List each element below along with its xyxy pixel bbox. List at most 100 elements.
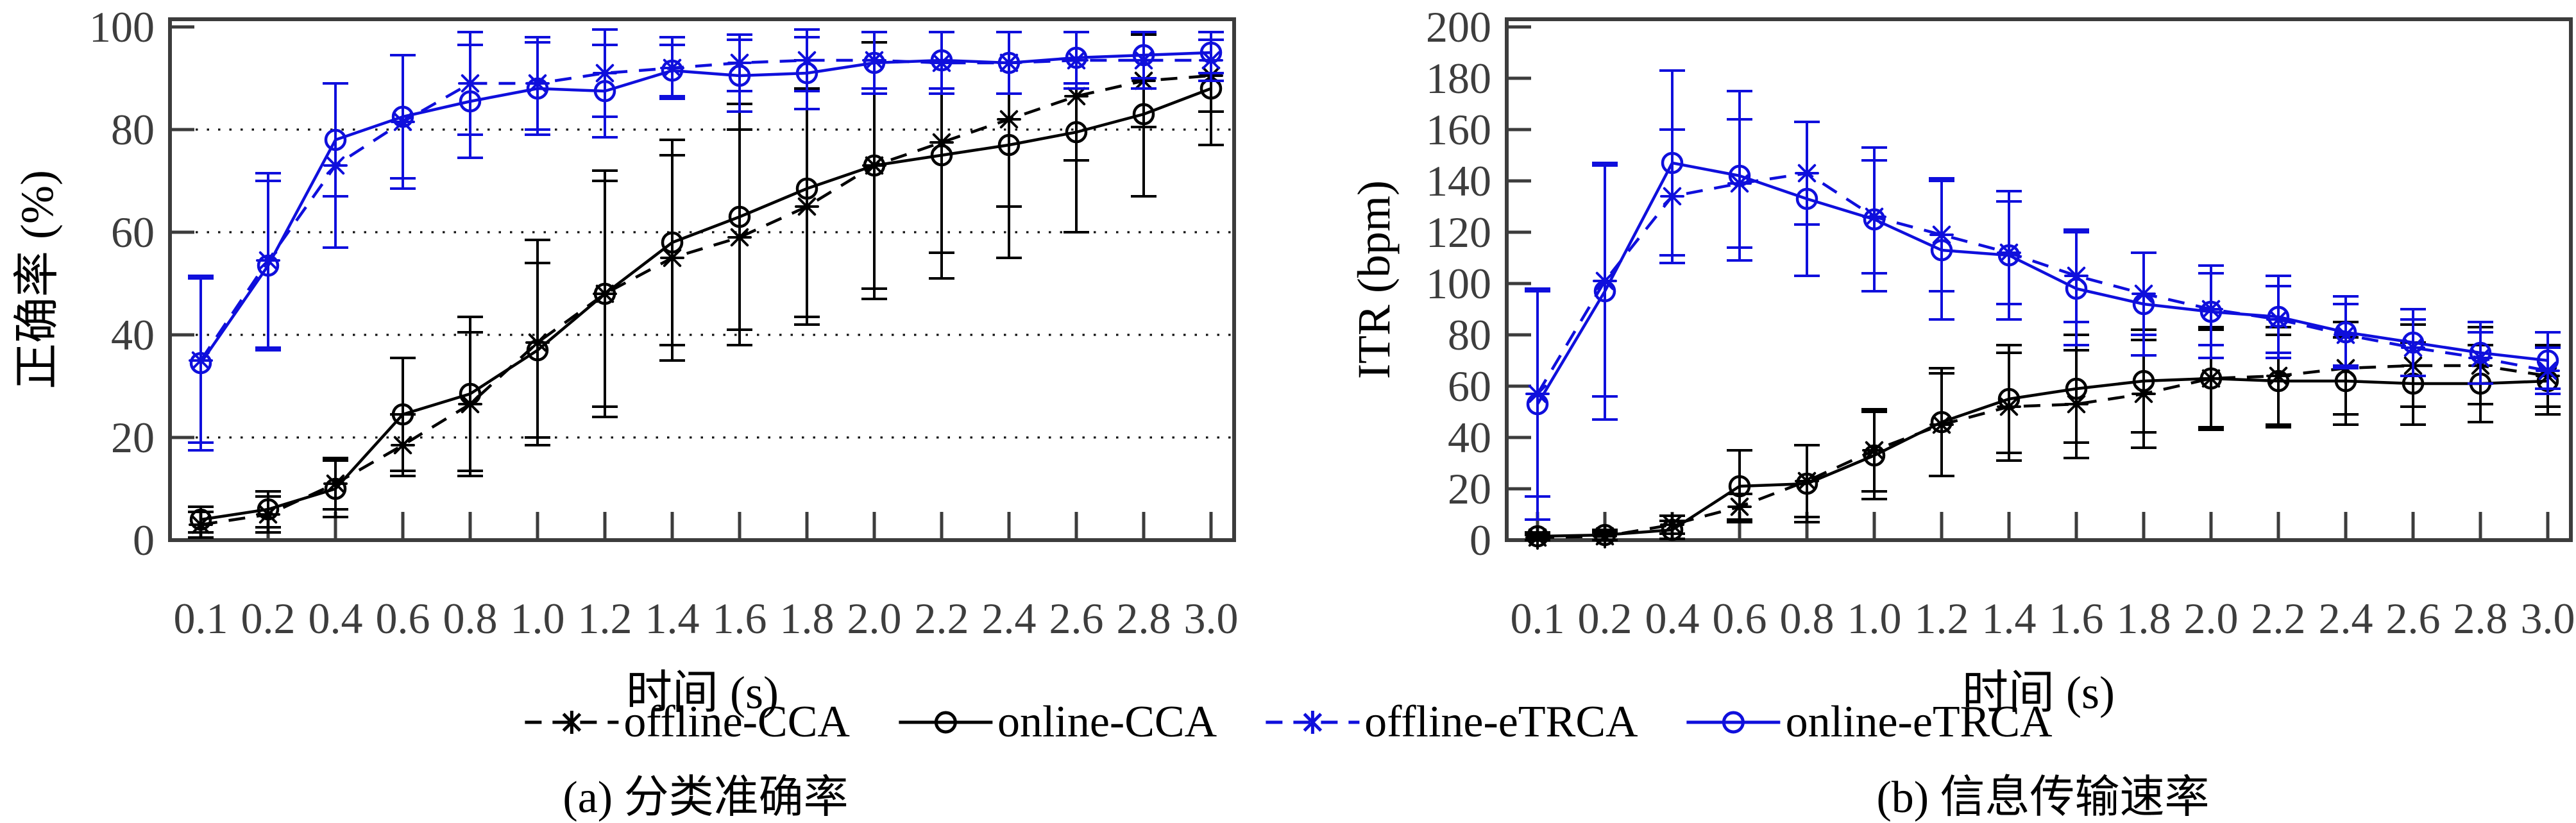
svg-text:1.4: 1.4: [645, 594, 700, 643]
svg-text:1.0: 1.0: [1847, 594, 1902, 643]
data-line: [1537, 364, 2548, 539]
caption-panel-a: (a) 分类准确率: [563, 773, 849, 822]
svg-text:20: 20: [1448, 464, 1491, 513]
svg-text:2.2: 2.2: [915, 594, 969, 643]
caption-panel-b: (b) 信息传输速率: [1876, 773, 2210, 822]
svg-text:2.0: 2.0: [847, 594, 902, 643]
svg-text:0.2: 0.2: [241, 594, 296, 643]
series-online-eTRCA: [1525, 69, 2561, 521]
svg-text:140: 140: [1426, 157, 1491, 205]
x-axis: 0.1 0.2 0.4 0.6 0.8 1.0 1.2 1.4 1.6 1.8 2.0 2.2 2.4 2…: [1511, 512, 2575, 643]
series-online-eTRCA: [188, 31, 1224, 452]
data-line: [199, 51, 1212, 364]
svg-text:0.1: 0.1: [1511, 594, 1565, 643]
error-bars: [1525, 69, 2561, 521]
svg-text:2.4: 2.4: [2319, 594, 2373, 643]
series-offline-eTRCA: [188, 28, 1224, 444]
svg-text:1.8: 1.8: [2117, 594, 2171, 643]
svg-text:1.6: 1.6: [713, 594, 767, 643]
legend: offline-CCA online-CCA offline-eTRCA o: [523, 697, 2053, 748]
svg-text:0: 0: [133, 516, 155, 564]
plot-frame: [1505, 17, 2573, 542]
svg-text:3.0: 3.0: [2521, 594, 2575, 643]
svg-text:60: 60: [111, 208, 155, 257]
svg-text:1.4: 1.4: [1982, 594, 2037, 643]
data-line: [1537, 377, 2548, 538]
svg-text:2.8: 2.8: [1117, 594, 1171, 643]
data-line: [1536, 161, 2548, 405]
error-bars: [188, 31, 1224, 452]
svg-text:1.8: 1.8: [780, 594, 835, 643]
legend-label: online-eTRCA: [1785, 697, 2053, 747]
circle-markers: [1526, 151, 2559, 416]
svg-text:100: 100: [1426, 259, 1491, 308]
svg-text:3.0: 3.0: [1184, 594, 1239, 643]
plot-frame: [168, 17, 1236, 542]
x-axis-title: 时间 (s): [626, 667, 779, 718]
svg-text:2.4: 2.4: [982, 594, 1037, 643]
svg-text:20: 20: [111, 413, 155, 462]
svg-text:1.6: 1.6: [2049, 594, 2104, 643]
svg-text:0.2: 0.2: [1578, 594, 1632, 643]
svg-text:2.0: 2.0: [2184, 594, 2239, 643]
svg-text:0.1: 0.1: [174, 594, 228, 643]
asterisk-markers: [189, 48, 1223, 373]
y-axis-title: 正确率 (%): [12, 170, 63, 389]
svg-text:2.2: 2.2: [2251, 594, 2306, 643]
data-line: [200, 74, 1212, 527]
y-axis-title: ITR (bpm): [1348, 180, 1400, 379]
svg-text:80: 80: [111, 105, 155, 154]
legend-item-offline-cca: offline-CCA: [523, 697, 850, 748]
data-line: [200, 87, 1212, 522]
svg-text:0.6: 0.6: [1713, 594, 1767, 643]
svg-text:160: 160: [1426, 105, 1491, 154]
gridlines: [173, 128, 1231, 439]
legend-label: offline-CCA: [623, 697, 850, 747]
panel-a: 0 20 40 60 80 100 0.1 0.2 0.4 0.6 0.8 1.0 1.2 1.4 1.6 1…: [12, 3, 1239, 718]
svg-text:0: 0: [1470, 516, 1491, 564]
svg-text:200: 200: [1426, 3, 1491, 51]
svg-text:1.0: 1.0: [511, 594, 565, 643]
svg-text:0.8: 0.8: [443, 594, 498, 643]
svg-text:120: 120: [1426, 208, 1491, 257]
x-axis-title: 时间 (s): [1962, 667, 2115, 718]
svg-text:80: 80: [1448, 310, 1491, 359]
legend-item-online-cca: online-CCA: [897, 697, 1217, 748]
asterisk-markers: [1525, 161, 2560, 406]
svg-text:40: 40: [1448, 413, 1491, 462]
svg-text:100: 100: [89, 3, 155, 51]
svg-text:0.4: 0.4: [309, 594, 363, 643]
y-axis: 0 20 40 60 80 100: [89, 3, 194, 564]
dashed-asterisk-marker-icon: [525, 711, 619, 734]
x-axis: 0.1 0.2 0.4 0.6 0.8 1.0 1.2 1.4 1.6 1.8 2.0 2.2 2.4 2…: [174, 512, 1239, 643]
error-bars: [1525, 328, 2561, 541]
data-line: [1536, 171, 2548, 395]
svg-text:40: 40: [111, 310, 155, 359]
legend-label: online-CCA: [997, 697, 1217, 747]
solid-circle-marker-icon: [1686, 711, 1781, 734]
error-bars: [188, 28, 1224, 444]
legend-item-online-etrca: online-eTRCA: [1686, 697, 2053, 748]
legend-item-offline-etrca: offline-eTRCA: [1264, 697, 1638, 748]
circle-markers: [189, 77, 1223, 531]
svg-text:1.2: 1.2: [1915, 594, 1969, 643]
svg-text:0.8: 0.8: [1780, 594, 1835, 643]
solid-circle-marker-icon: [898, 711, 992, 734]
svg-text:60: 60: [1448, 362, 1491, 411]
svg-text:2.8: 2.8: [2453, 594, 2508, 643]
legend-label: offline-eTRCA: [1364, 697, 1638, 747]
svg-text:0.6: 0.6: [376, 594, 430, 643]
svg-text:1.2: 1.2: [578, 594, 632, 643]
circle-markers: [189, 41, 1223, 375]
svg-text:180: 180: [1426, 54, 1491, 103]
dashed-asterisk-marker-icon: [1266, 711, 1360, 734]
svg-text:2.6: 2.6: [1049, 594, 1104, 643]
data-line: [199, 58, 1211, 362]
circle-markers: [1526, 367, 2559, 548]
series-online-CCA: [1525, 328, 2561, 548]
svg-text:0.4: 0.4: [1645, 594, 1700, 643]
